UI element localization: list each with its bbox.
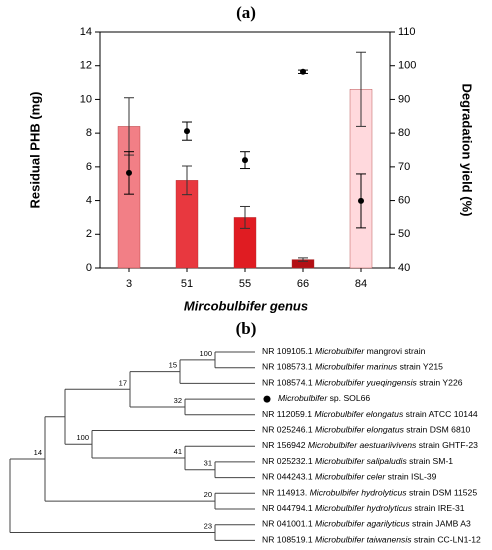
leaf-species: Microbulbifer hydrolyticus [315, 503, 413, 513]
x-tick-label: 84 [355, 278, 367, 290]
leaf-strain: mangrovi strain [367, 346, 426, 356]
leaf-accession: NR 025232.1 [262, 456, 313, 466]
y-tick-label: 10 [80, 93, 92, 105]
error-bar [356, 51, 366, 127]
leaf-strain: strain SM-1 [409, 456, 453, 466]
leaf-accession: NR 025246.1 [262, 425, 313, 435]
leaf-strain: strain DSM 6810 [406, 425, 470, 435]
leaf-species: Microbulbifer elongatus [315, 425, 405, 435]
error-bar [240, 205, 250, 229]
leaf-label: NR 044243.1 Microbulbifer celer strain I… [262, 472, 437, 482]
leaf-accession: NR 041001.1 [262, 519, 313, 529]
leaf-label: NR 025232.1 Microbulbifer salipaludis st… [262, 456, 453, 466]
y2-tick-label: 60 [398, 194, 410, 206]
leaf-accession: NR 156942 [262, 440, 306, 450]
leaf-species: Microbulbifer hydrolyticus [310, 488, 408, 498]
y-tick-label: 12 [80, 60, 92, 72]
x-tick-label: 3 [126, 278, 132, 290]
leaf-label: NR 041001.1 Microbulbifer agarilyticus s… [262, 519, 471, 529]
leaf-label: Microbulbifer sp. SOL66 [278, 393, 370, 403]
leaf-strain: strain Y226 [419, 378, 463, 388]
leaf-strain: strain DSM 11525 [409, 488, 477, 498]
sample-marker [263, 395, 271, 403]
bootstrap-value: 100 [76, 433, 89, 442]
y-axis-label: Residual PHB (mg) [27, 91, 42, 208]
y-tick-label: 8 [86, 127, 92, 139]
y-tick-label: 14 [80, 26, 92, 38]
x-axis-label: Mircobulbifer genus [184, 298, 308, 313]
leaf-label: NR 108574.1 Microbulbifer yueqingensis s… [262, 378, 463, 388]
leaf-strain: strain GHTF-23 [419, 440, 478, 450]
error-bar [182, 165, 192, 196]
bootstrap-value: 15 [169, 361, 177, 370]
y2-tick-label: 110 [398, 26, 416, 38]
leaf-accession: NR 114913. [262, 488, 307, 498]
point [184, 128, 190, 135]
leaf-label: NR 108519.1 Microbulbifer taiwanensis st… [262, 535, 481, 545]
y-tick-label: 6 [86, 161, 92, 173]
leaf-label: NR 108573.1 Microbulbifer marinus strain… [262, 362, 443, 372]
leaf-species: Microbulbifer celer [315, 472, 386, 482]
point [126, 169, 132, 176]
leaf-accession: NR 109105.1 [262, 346, 313, 356]
leaf-strain: sp. SOL66 [330, 393, 371, 403]
bootstrap-value: 100 [199, 349, 212, 358]
error-bar [298, 257, 308, 262]
leaf-species: Microbulbifer [315, 346, 365, 356]
y-tick-label: 4 [86, 194, 92, 206]
y-tick-label: 0 [86, 262, 92, 274]
y-tick-label: 2 [86, 228, 92, 240]
leaf-strain: strain Y215 [400, 362, 444, 372]
y2-tick-label: 80 [398, 127, 410, 139]
leaf-strain: strain IRE-31 [414, 503, 464, 513]
leaf-label: NR 156942 Microbulbifer aestuariivivens … [262, 440, 478, 450]
point [242, 157, 248, 164]
leaf-accession: NR 108574.1 [262, 378, 313, 388]
leaf-accession: NR 044794.1 [262, 503, 313, 513]
leaf-species: Microbulbifer agarilyticus [315, 519, 410, 529]
leaf-strain: strain JAMB A3 [412, 519, 471, 529]
y2-tick-label: 70 [398, 161, 410, 173]
x-tick-label: 55 [239, 278, 251, 290]
leaf-label: NR 025246.1 Microbulbifer elongatus stra… [262, 425, 471, 435]
y2-tick-label: 50 [398, 228, 410, 240]
leaf-species: Microbulbifer yueqingensis [315, 378, 417, 388]
leaf-species: Microbulbifer marinus [315, 362, 398, 372]
leaf-species: Microbulbifer salipaludis [315, 456, 407, 466]
x-tick-label: 66 [297, 278, 309, 290]
leaf-species: Microbulbifer aestuariivivens [308, 440, 417, 450]
leaf-label: NR 109105.1 Microbulbifer mangrovi strai… [262, 346, 426, 356]
chart-title: (a) [236, 3, 256, 22]
tree-title: (b) [236, 319, 257, 338]
y2-tick-label: 100 [398, 60, 416, 72]
point [300, 68, 306, 75]
leaf-strain: strain CC-LN1-12 [414, 535, 481, 545]
bootstrap-value: 20 [204, 490, 212, 499]
y2-tick-label: 90 [398, 93, 410, 105]
leaf-label: NR 114913. Microbulbifer hydrolyticus st… [262, 488, 477, 498]
leaf-accession: NR 108573.1 [262, 362, 313, 372]
y2-tick-label: 40 [398, 262, 410, 274]
bootstrap-value: 31 [204, 459, 212, 468]
leaf-accession: NR 112059.1 [262, 409, 312, 419]
x-tick-label: 51 [181, 278, 193, 290]
bootstrap-value: 14 [34, 448, 42, 457]
leaf-label: NR 044794.1 Microbulbifer hydrolyticus s… [262, 503, 465, 513]
leaf-label: NR 112059.1 Microbulbifer elongatus stra… [262, 409, 478, 419]
leaf-species: Microbulbifer taiwanensis [315, 535, 412, 545]
leaf-species: Microbulbifer elongatus [314, 409, 404, 419]
bootstrap-value: 23 [204, 522, 212, 531]
leaf-strain: strain ISL-39 [388, 472, 437, 482]
y2-axis-label: Degradation yield (%) [460, 84, 475, 217]
bootstrap-value: 32 [174, 396, 182, 405]
bootstrap-value: 41 [174, 447, 182, 456]
bootstrap-value: 17 [119, 378, 127, 387]
point [358, 197, 364, 204]
leaf-accession: NR 108519.1 [262, 535, 313, 545]
leaf-strain: strain ATCC 10144 [406, 409, 478, 419]
leaf-species: Microbulbifer [278, 393, 328, 403]
leaf-accession: NR 044243.1 [262, 472, 313, 482]
